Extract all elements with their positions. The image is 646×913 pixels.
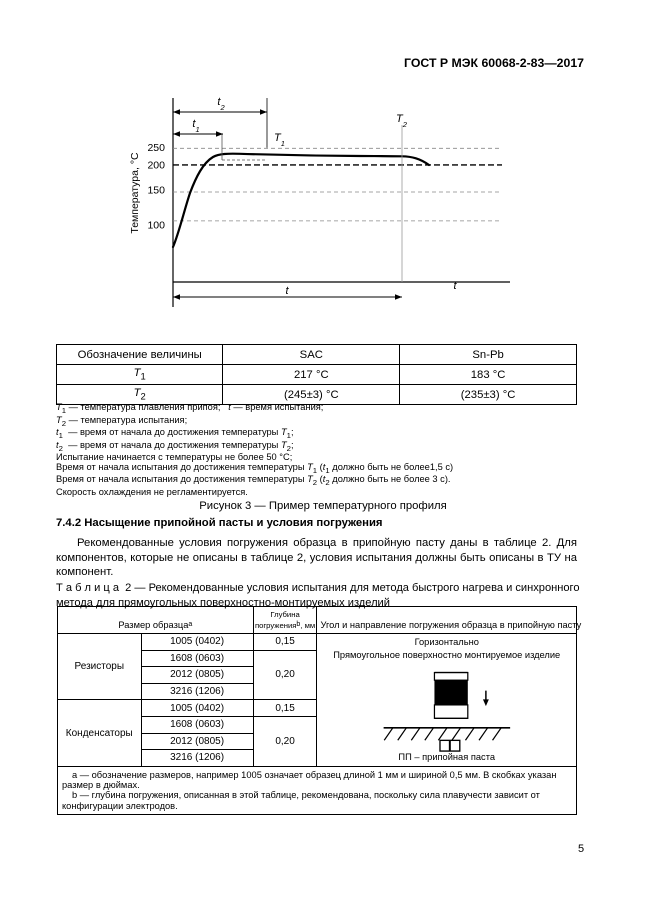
svg-text:t1: t1 <box>192 118 199 134</box>
svg-text:t: t <box>285 285 289 297</box>
svg-text:250: 250 <box>147 142 165 154</box>
svg-text:t2: t2 <box>217 96 225 112</box>
svg-text:T2: T2 <box>396 113 408 129</box>
svg-text:Температура, °C: Температура, °C <box>129 152 141 234</box>
svg-text:150: 150 <box>147 184 165 196</box>
svg-text:T1: T1 <box>274 132 285 148</box>
svg-text:200: 200 <box>147 159 165 171</box>
svg-text:100: 100 <box>147 219 165 231</box>
